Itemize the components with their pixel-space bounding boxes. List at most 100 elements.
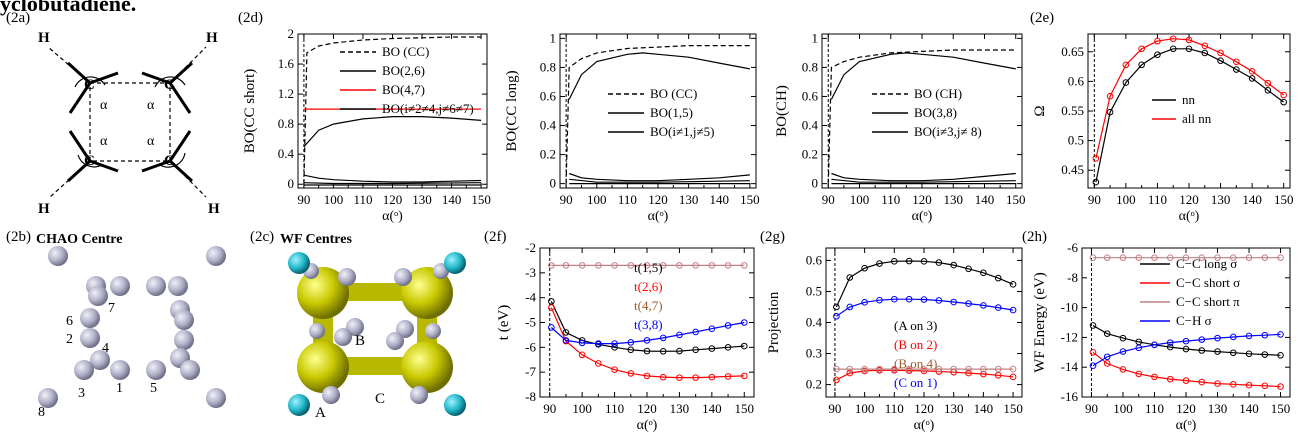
data-point	[891, 295, 898, 303]
x-tick-label: 90	[828, 401, 841, 416]
legend-label: all nn	[1182, 111, 1212, 126]
data-point	[548, 304, 555, 311]
series-line-0	[1095, 48, 1285, 183]
data-point	[692, 328, 699, 336]
legend-label: t(3,8)	[634, 317, 663, 332]
series-line-1	[1092, 351, 1281, 388]
y-tick-label: 0.2	[806, 377, 822, 392]
chart-omega: 90 100 110 120 130 140 150 0.45 0.5 0.55 0.6 0.65 α(…	[1032, 33, 1293, 224]
data-point	[1122, 61, 1130, 69]
data-point	[595, 340, 602, 347]
y-tick-label: 0.6	[540, 88, 557, 103]
chao-num-8: 8	[38, 405, 45, 420]
x-tick-label: 100	[324, 192, 344, 207]
data-point	[692, 374, 699, 381]
legend-label: BO(4,7)	[382, 82, 425, 97]
data-point	[1245, 350, 1253, 358]
data-point	[950, 261, 957, 269]
y-tick-label: 0.4	[802, 118, 819, 133]
y-tick-label: -14	[1061, 359, 1079, 374]
data-point	[676, 262, 683, 269]
y-tick-label: 0.8	[278, 116, 294, 131]
data-point	[905, 257, 913, 265]
x-tick-label: 120	[1179, 192, 1199, 207]
data-point	[920, 365, 928, 373]
data-point	[1166, 375, 1174, 383]
x-tick-label: 120	[914, 401, 934, 416]
x-axis-label: α(ᵒ)	[648, 209, 669, 224]
x-tick-label: 90	[1085, 401, 1098, 416]
x-tick-label: 140	[974, 401, 994, 416]
x-tick-label: 100	[1116, 192, 1136, 207]
data-point	[692, 262, 699, 269]
legend-label: t(2,6)	[634, 279, 663, 294]
y-tick-label: -6	[1067, 240, 1078, 255]
data-point	[740, 319, 748, 326]
data-point	[1198, 254, 1206, 261]
x-tick-label: 100	[1113, 401, 1133, 416]
data-point	[950, 298, 957, 306]
data-point	[965, 265, 972, 273]
data-point	[833, 376, 840, 384]
y-tick-label: 0.5	[1068, 133, 1084, 148]
legend-label: t(4,7)	[634, 298, 663, 313]
x-tick-label: 130	[1208, 401, 1228, 416]
data-point	[833, 303, 840, 311]
data-point	[1154, 51, 1161, 59]
data-point	[980, 269, 987, 277]
legend-label: C−C short π	[1176, 294, 1240, 309]
panel-label-2g: (2g)	[760, 229, 785, 245]
data-point	[1280, 98, 1287, 106]
data-point	[611, 344, 618, 351]
data-point	[935, 259, 943, 266]
data-point	[891, 258, 898, 265]
data-point	[980, 302, 987, 309]
x-axis-label: α(ᵒ)	[912, 209, 933, 224]
alpha-label-bl: α	[100, 134, 108, 149]
data-point	[1214, 334, 1221, 342]
y-tick-label: 0.4	[278, 146, 295, 161]
data-point	[676, 347, 683, 355]
data-point	[692, 346, 699, 354]
chao-centre-image: 7 6 2 4 3 1 5 8	[38, 246, 226, 420]
legend-label: BO(i≠1,j≠5)	[650, 124, 714, 139]
h-label-tr: H	[206, 30, 218, 46]
data-point	[1092, 178, 1100, 186]
y-tick-label: 2	[288, 26, 295, 41]
x-tick-label: 110	[1145, 401, 1164, 416]
data-point	[578, 351, 586, 359]
data-point	[1261, 382, 1269, 390]
data-point	[1261, 331, 1269, 339]
data-point	[1166, 254, 1174, 261]
h-label-bl: H	[38, 201, 50, 217]
y-axis-label: BO(CC short)	[242, 69, 258, 154]
data-point	[1089, 254, 1097, 261]
y-tick-label: 0.4	[540, 118, 557, 133]
data-point	[861, 299, 868, 306]
data-point	[965, 369, 972, 377]
data-point	[1119, 348, 1127, 355]
data-point	[980, 370, 987, 378]
data-point	[1214, 254, 1221, 261]
data-point	[1166, 343, 1174, 351]
data-point	[1198, 336, 1206, 343]
chart-wf-energy: 90 100 110 120 130 140 150 -16 -14 -12 -10 -8 -6 α(ᵒ)…	[1032, 240, 1291, 433]
y-tick-label: -12	[1061, 329, 1078, 344]
data-point	[876, 365, 883, 373]
x-tick-label: 110	[605, 401, 624, 416]
data-point	[1261, 254, 1269, 261]
data-point	[1103, 330, 1111, 337]
y-axis-label: t (eV)	[496, 305, 512, 340]
header-fragment: yclobutadiene.	[0, 0, 137, 16]
data-point	[1106, 92, 1114, 100]
data-point	[708, 325, 716, 333]
data-point	[905, 295, 913, 303]
data-point	[1151, 254, 1158, 261]
y-tick-label: 0.65	[1061, 44, 1084, 59]
panel-label-2e: (2e)	[1030, 10, 1055, 26]
h-label-br: H	[208, 201, 220, 217]
dashed-square	[89, 82, 171, 162]
y-tick-label: 0.2	[802, 147, 818, 162]
legend-label: C−C long σ	[1176, 256, 1237, 271]
data-point	[876, 296, 883, 304]
